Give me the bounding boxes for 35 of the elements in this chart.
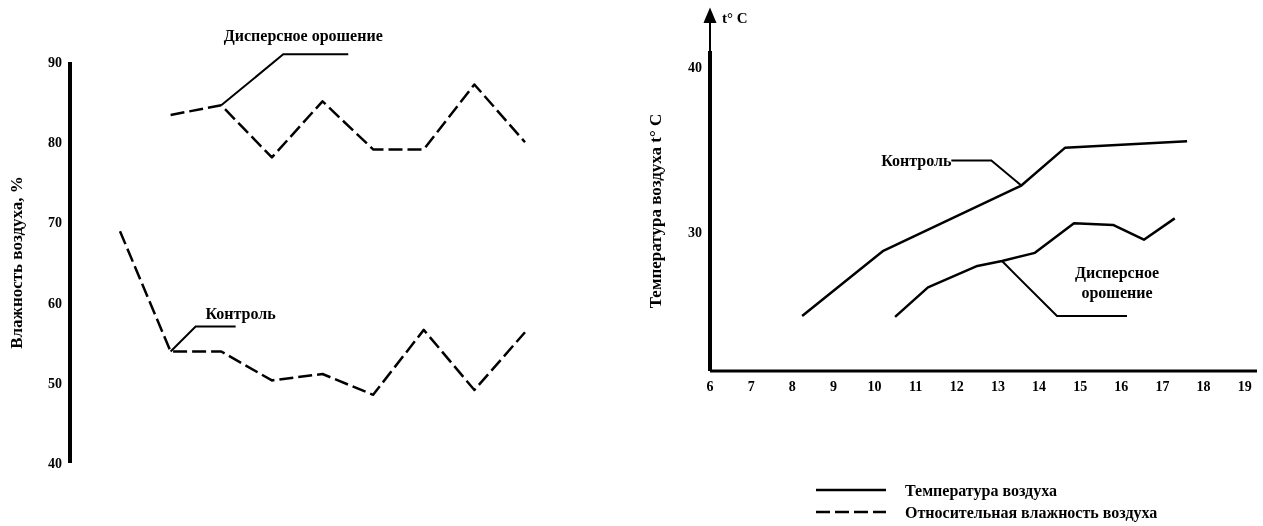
x-tick-label: 17 bbox=[1155, 379, 1170, 394]
x-tick-label: 18 bbox=[1196, 379, 1211, 394]
line-series bbox=[893, 217, 1176, 319]
line-series bbox=[169, 83, 527, 159]
y-tick-label: 30 bbox=[688, 224, 702, 240]
x-tick-label: 11 bbox=[909, 379, 923, 394]
line-series bbox=[118, 229, 527, 397]
y-tick-label: 40 bbox=[48, 456, 62, 471]
x-tick-label: 19 bbox=[1237, 379, 1252, 394]
text: Контроль bbox=[881, 151, 952, 170]
x-tick-label: 12 bbox=[949, 379, 964, 394]
x-tick-label: 10 bbox=[867, 379, 882, 394]
x-tick-label: 13 bbox=[990, 379, 1005, 394]
text: t° C bbox=[722, 10, 748, 26]
line-series bbox=[800, 140, 1189, 318]
x-tick-label: 15 bbox=[1073, 379, 1088, 394]
x-tick-label: 9 bbox=[829, 379, 837, 394]
y-tick-label: 90 bbox=[48, 55, 62, 70]
text: Дисперсное орошение bbox=[223, 27, 383, 46]
series-label: Контроль bbox=[205, 304, 277, 323]
y-axis-title: Влажность воздуха, % bbox=[7, 176, 26, 349]
y-tick-label: 60 bbox=[48, 295, 62, 311]
x-tick-label: 16 bbox=[1114, 379, 1129, 394]
y-tick-label: 50 bbox=[48, 375, 62, 391]
y-tick-label: 80 bbox=[48, 135, 62, 151]
x-tick-label: 7 bbox=[747, 379, 755, 394]
y-tick-label: 70 bbox=[48, 215, 62, 231]
x-tick-label: 6 bbox=[706, 379, 714, 394]
y-tick-label: 40 bbox=[688, 60, 702, 76]
x-tick-label: 14 bbox=[1032, 379, 1047, 394]
series-label: Дисперсное орошение bbox=[1075, 264, 1159, 303]
text: Относительная влажность воздуха bbox=[905, 504, 1158, 522]
y-axis-title: Температура воздуха t° C bbox=[646, 113, 665, 309]
text: Температура воздуха bbox=[905, 482, 1057, 500]
x-tick-label: 8 bbox=[788, 379, 796, 394]
